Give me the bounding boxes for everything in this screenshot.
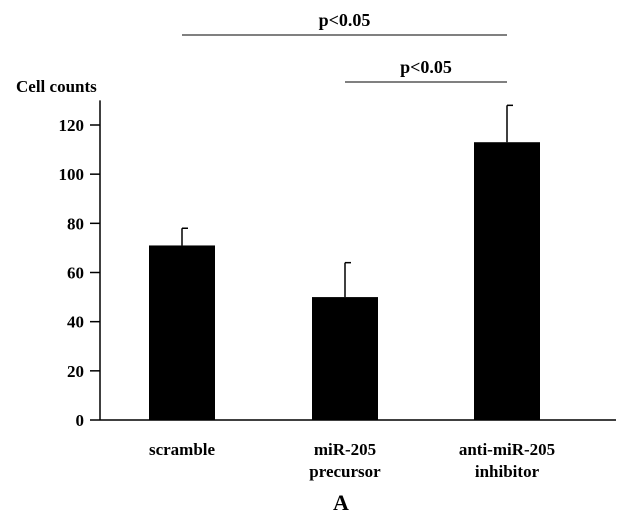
significance-group: p<0.05 p<0.05 <box>182 10 507 83</box>
y-tick-label: 120 <box>59 116 85 135</box>
panel-label: A <box>333 490 349 515</box>
y-tick-label: 0 <box>76 411 85 430</box>
bar <box>312 297 378 420</box>
y-tick-label: 80 <box>67 214 84 233</box>
category-label: anti-miR-205 <box>459 440 555 459</box>
bar <box>149 245 215 420</box>
category-label: inhibitor <box>475 462 540 481</box>
y-axis-label: Cell counts <box>16 77 97 96</box>
category-label: precursor <box>309 462 381 481</box>
bar <box>474 142 540 421</box>
category-label: scramble <box>149 440 216 459</box>
significance-label: p<0.05 <box>319 10 371 30</box>
y-tick-label: 20 <box>67 362 84 381</box>
y-tick-label: 40 <box>67 313 84 332</box>
bars-group: scramble miR-205 precursor anti-miR-205 inhi… <box>149 104 555 481</box>
category-label: miR-205 <box>314 440 376 459</box>
y-tick-label: 100 <box>59 165 85 184</box>
y-tick-label: 60 <box>67 264 84 283</box>
significance-label: p<0.05 <box>400 57 452 77</box>
